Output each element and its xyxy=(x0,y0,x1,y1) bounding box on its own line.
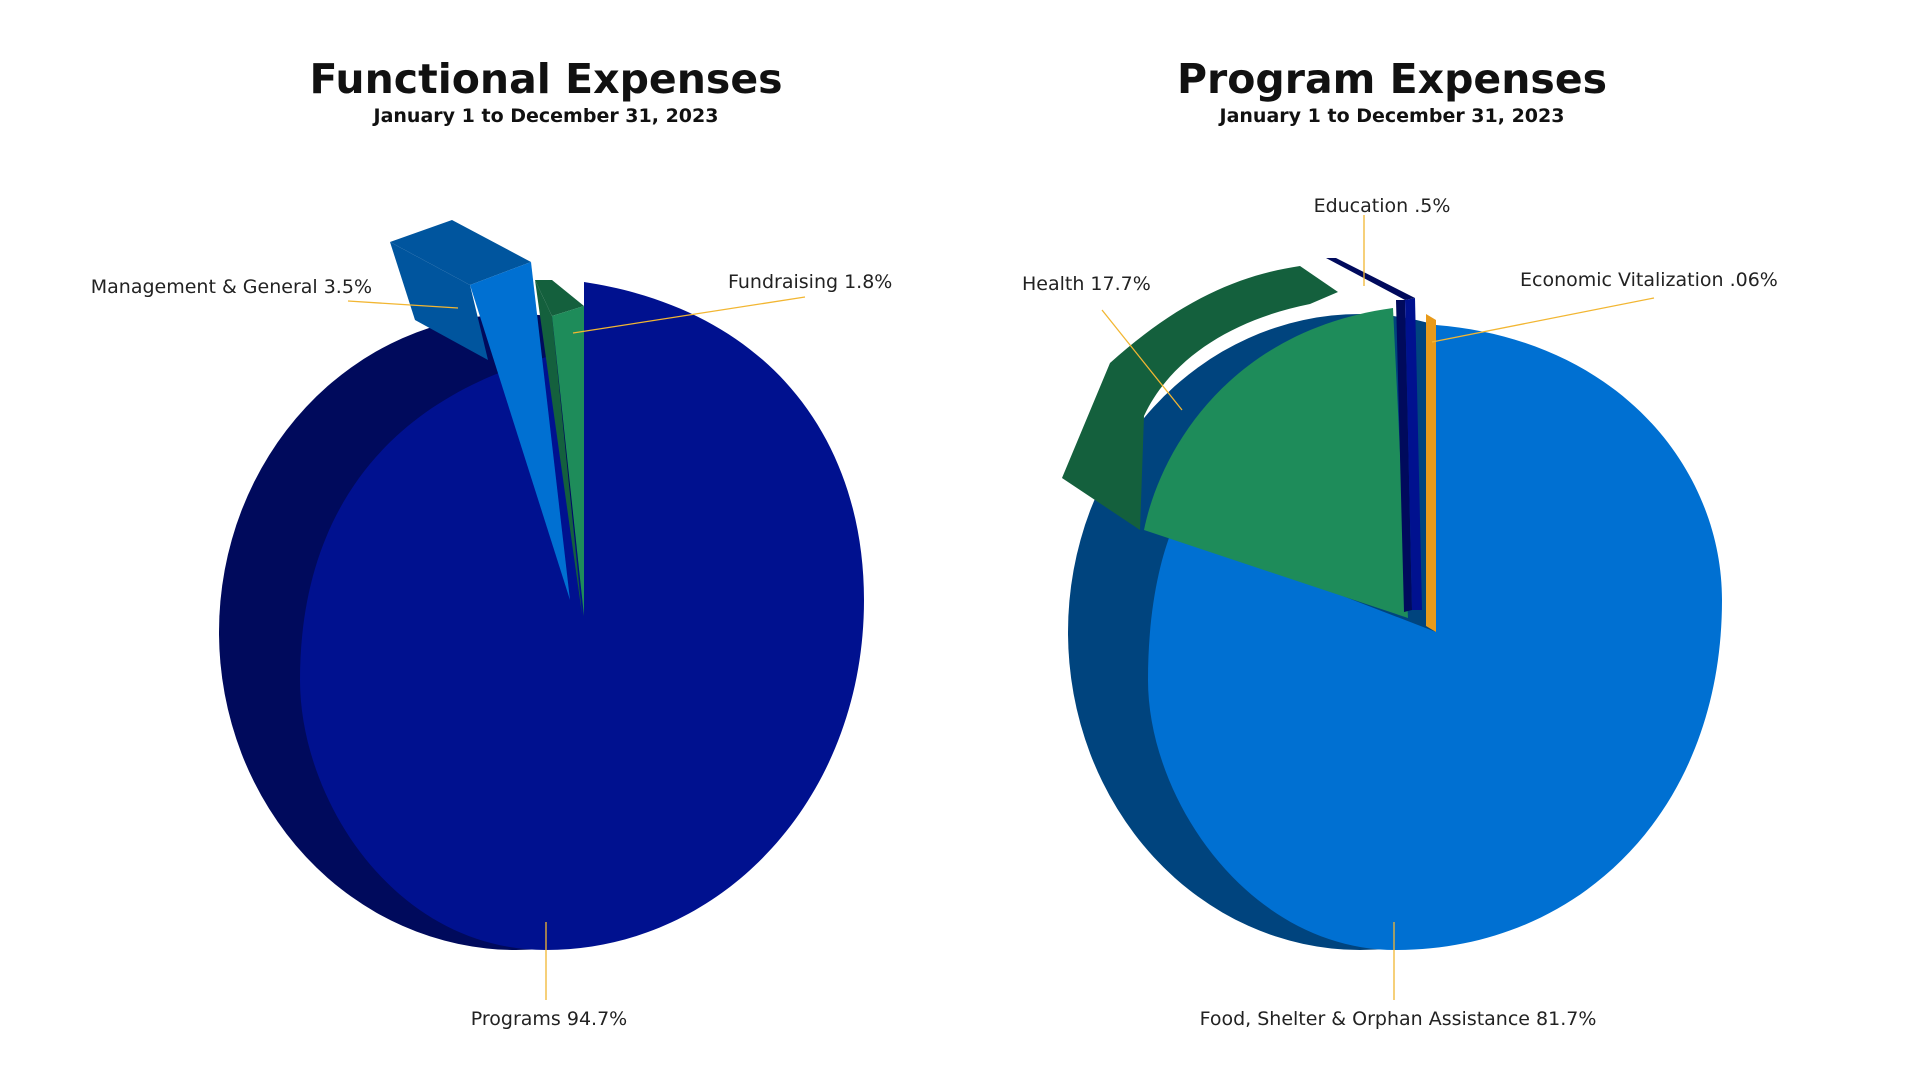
pie-slice-fundraising-wall xyxy=(535,280,582,614)
program-pie xyxy=(1062,258,1722,950)
pie-slice-economic-vitalization xyxy=(1426,314,1436,632)
label-education: Education .5% xyxy=(1314,195,1451,217)
pie-slice-programs xyxy=(300,282,864,950)
program-expenses-chart: Program Expenses January 1 to December 3… xyxy=(1022,55,1778,1030)
functional-expenses-chart: Functional Expenses January 1 to Decembe… xyxy=(91,55,893,1030)
program-chart-title: Program Expenses xyxy=(1177,55,1607,103)
functional-pie xyxy=(219,220,864,950)
label-health: Health 17.7% xyxy=(1022,273,1151,295)
pie-slice-management-top xyxy=(390,220,531,285)
pie-slice-education-wall xyxy=(1396,300,1412,612)
pie-slice-health-wall xyxy=(1062,266,1338,530)
label-management-general: Management & General 3.5% xyxy=(91,276,372,298)
pie-slice-education-top xyxy=(1326,258,1415,300)
leader-line-fundraising xyxy=(572,296,806,334)
leader-line-health xyxy=(1101,309,1183,411)
pie-slice-management-wall xyxy=(390,242,488,360)
functional-chart-title: Functional Expenses xyxy=(309,55,782,103)
label-food-shelter-orphan: Food, Shelter & Orphan Assistance 81.7% xyxy=(1200,1008,1597,1030)
label-fundraising: Fundraising 1.8% xyxy=(728,271,892,293)
functional-chart-subtitle: January 1 to December 31, 2023 xyxy=(372,105,719,127)
pie-slice-fundraising xyxy=(552,306,584,616)
label-economic-vitalization: Economic Vitalization .06% xyxy=(1520,269,1778,291)
pie-slice-health xyxy=(1144,308,1408,618)
label-programs: Programs 94.7% xyxy=(471,1008,627,1030)
leader-line-economic-vitalization xyxy=(1431,297,1655,343)
pie-slice-fundraising-top xyxy=(535,280,584,316)
pie-slice-education xyxy=(1405,298,1422,610)
pie-slice-food-shelter-orphan xyxy=(1148,325,1722,950)
program-chart-subtitle: January 1 to December 31, 2023 xyxy=(1218,105,1565,127)
leader-line-management xyxy=(347,300,459,309)
pie-slice-management-general xyxy=(470,262,570,600)
